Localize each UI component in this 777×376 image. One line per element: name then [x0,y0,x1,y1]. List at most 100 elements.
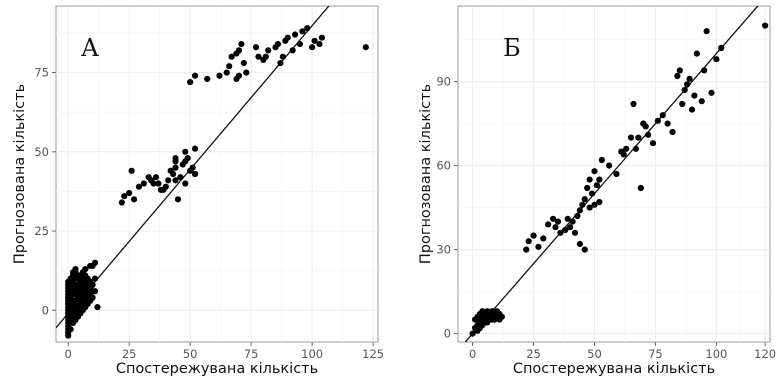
data-point [620,151,627,158]
data-point [688,106,696,113]
data-point [581,196,588,203]
data-point [296,40,304,48]
data-point [469,330,476,337]
data-point [591,168,598,175]
plot-frame [55,5,379,343]
data-point [659,112,666,119]
data-point [567,224,574,231]
data-point [238,40,245,48]
data-point [67,326,74,333]
data-point [576,240,583,248]
data-point [645,131,652,138]
data-point [316,40,323,48]
data-point [165,177,172,184]
data-point [574,212,581,220]
data-point [262,53,269,60]
y-tick-label: 50 [34,145,49,159]
data-point [642,123,649,130]
y-tick-label: 75 [34,66,49,80]
data-point [184,155,191,162]
data-point [118,199,125,206]
data-point [554,218,562,225]
data-point [362,44,369,51]
panel-b: 0 25 50 75 100 120 0 30 60 90 Спостережувана кільк… [418,5,776,376]
data-point [581,246,588,253]
data-point [649,140,657,147]
data-point [586,176,593,183]
data-point [598,156,605,164]
data-point [579,201,586,208]
data-point [576,207,583,214]
data-point [498,313,505,320]
data-point [535,243,542,250]
data-point [191,170,199,178]
data-point [681,86,688,94]
data-point [91,259,99,266]
data-point [557,229,564,236]
data-point [596,198,603,206]
data-point [674,72,681,80]
data-point [708,89,715,96]
data-point [299,28,306,35]
data-point [635,134,642,141]
data-point [686,75,693,82]
data-point [172,177,179,184]
x-tick-label: 120 [754,347,776,361]
data-point [121,193,128,200]
data-point [177,174,184,181]
data-point [540,235,547,242]
data-point [693,50,700,57]
data-point [89,281,96,289]
data-point [309,44,316,51]
reference-line [56,6,330,329]
data-point [265,47,272,54]
data-point [255,53,262,60]
data-point [152,174,160,181]
data-point [669,128,676,136]
data-point [284,34,291,41]
x-axis-title: Спостережувана кількість [116,361,318,376]
data-point [654,117,661,124]
x-tick-label: 100 [705,347,727,361]
data-point [632,145,640,152]
y-tick-label: 60 [436,159,451,173]
data-point [135,183,143,190]
data-point [318,34,325,41]
data-point [274,40,282,48]
data-point [169,170,177,178]
data-point [684,81,691,88]
data-point [525,238,532,245]
data-point [216,72,223,79]
x-tick-label: 25 [122,347,137,361]
data-point [552,224,559,231]
data-point [150,180,157,187]
data-point [204,75,211,83]
data-point [182,148,189,155]
data-point [679,100,686,108]
x-tick-label: 50 [587,347,602,361]
data-point [72,265,79,273]
data-point [91,275,99,282]
data-point [252,44,260,51]
data-point [545,221,552,228]
data-point [588,190,596,197]
data-point [311,37,318,44]
data-point [240,59,247,67]
data-point [549,215,557,222]
data-point [94,304,101,311]
data-point [140,180,147,187]
data-point [172,164,179,171]
x-tick-label: 100 [301,347,323,361]
data-point [82,265,89,273]
data-point [623,145,630,152]
data-point [174,196,182,203]
data-point [182,180,189,187]
data-point [606,162,613,169]
data-point [191,145,199,152]
data-point [530,232,537,239]
data-point [691,92,698,99]
data-point [191,72,199,79]
data-point [235,47,243,54]
